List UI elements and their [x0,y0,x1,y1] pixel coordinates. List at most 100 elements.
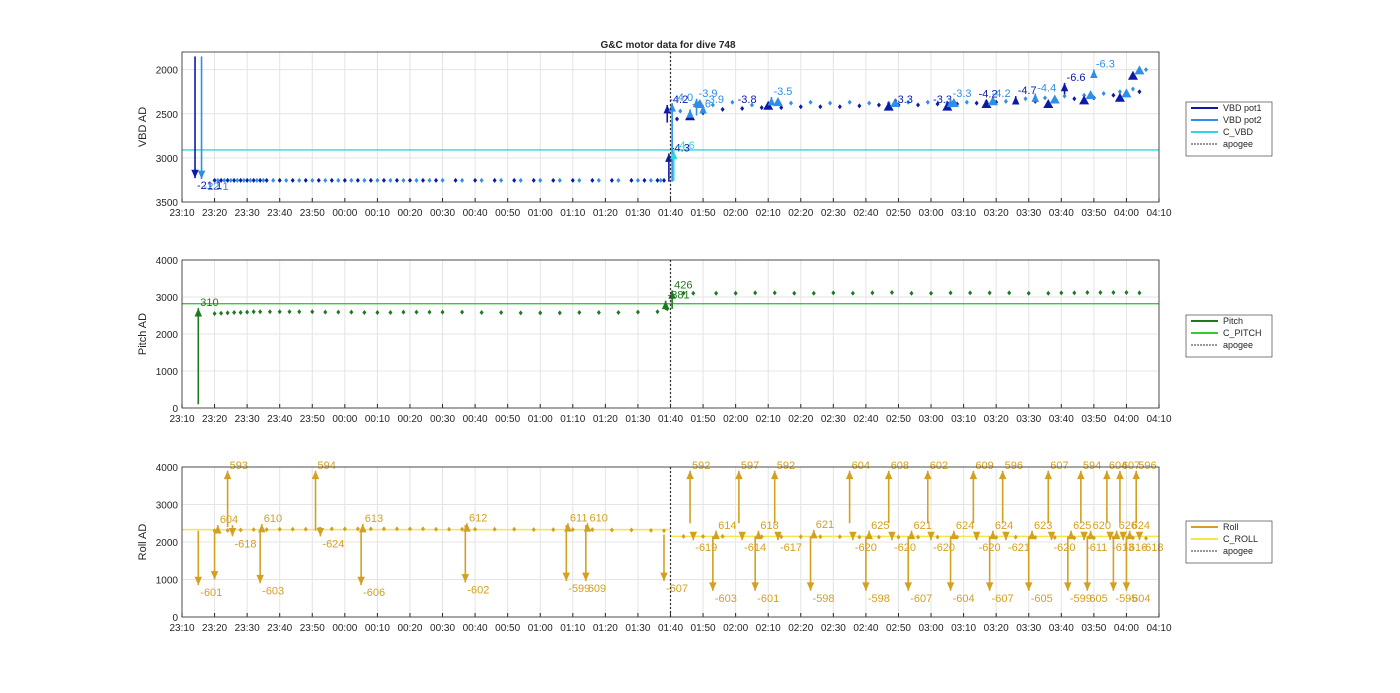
x-tick-label: 02:40 [853,623,878,634]
move-arrow: -607 [985,536,1014,605]
data-point [492,526,497,532]
move-arrow-label: 625 [871,520,889,532]
data-point [570,527,575,533]
move-arrow-head [888,531,896,541]
x-tick-label: 03:00 [919,208,944,219]
move-arrow: 624 [950,520,974,540]
move-arrow-head [463,523,471,532]
data-point [1046,290,1051,296]
x-tick-label: 00:50 [495,623,520,634]
y-tick-label: 3000 [156,293,179,304]
move-arrow-label: 613 [365,513,383,525]
move-arrow-label: 610 [589,512,607,524]
data-point [772,290,777,296]
move-arrow: -4.7 [1011,85,1037,105]
move-arrow-label: -599 [1070,593,1092,605]
move-arrow-label: -598 [868,593,890,605]
move-arrow: 310 [194,297,219,405]
move-arrow-head [754,530,763,540]
move-arrow-label: -3.3 [894,94,913,106]
legend-box [1185,101,1273,157]
data-point [710,102,715,108]
move-arrow-label: -607 [910,593,932,605]
move-arrow-label: 609 [588,583,606,595]
data-point [460,309,465,315]
data-point [271,177,276,183]
move-arrow: 605 [1083,536,1108,605]
data-point [1003,98,1008,104]
x-tick-label: 02:40 [853,208,878,219]
data-point [1124,290,1129,296]
move-arrow: -4.0 [668,92,693,182]
move-arrow-head [1132,470,1140,480]
x-tick-label: 02:10 [756,208,781,219]
move-arrow-label: 609 [975,460,993,472]
data-point [261,177,266,183]
move-arrow-head [582,572,590,581]
move-arrow-label: -3.9 [705,94,724,106]
move-arrow-label: -6.3 [1096,59,1115,71]
move-arrow-label: -601 [757,593,779,605]
x-tick-label: 01:10 [560,414,585,425]
x-tick-label: 04:10 [1146,623,1171,634]
data-point [414,309,419,315]
move-arrow-label: -601 [200,587,222,599]
move-arrow-head [1135,531,1144,541]
x-tick-label: 02:20 [788,414,813,425]
data-point [342,526,347,532]
x-tick-label: 00:40 [463,208,488,219]
move-arrow-label: 607 [1122,460,1140,472]
move-arrow-label: 621 [816,519,834,531]
data-point [303,177,308,183]
move-arrow: -624 [316,527,344,550]
data-point [245,177,250,183]
move-arrow: -603 [256,530,284,597]
data-point [251,309,256,315]
move-arrow: 609 [969,460,994,524]
move-arrow-head [316,527,325,537]
move-marker [987,96,998,106]
data-point [316,177,321,183]
move-arrow-head [1090,69,1098,79]
move-arrow-head [884,470,893,480]
move-arrow-head [562,572,571,581]
data-point [792,290,797,296]
move-marker [1049,94,1060,104]
x-tick-label: 04:00 [1114,623,1139,634]
move-arrow-label: 604 [1109,460,1127,472]
data-point [401,309,406,315]
data-point [284,177,289,183]
data-point [1098,290,1103,296]
data-point [648,527,653,533]
y-axis-label: Pitch AD [137,313,149,355]
move-arrow-label: -621 [1008,542,1030,554]
move-arrow-head [950,530,958,540]
move-arrow: -598 [806,536,835,605]
data-point [290,526,295,532]
move-arrow-head [256,574,264,584]
x-tick-label: 00:30 [430,414,455,425]
move-arrow-label: -4.3 [671,142,690,154]
move-arrow: -4.2 [663,94,688,123]
data-point [355,177,360,183]
move-arrow-head [709,582,717,591]
data-point [336,177,341,183]
move-arrow-head [845,470,854,480]
move-arrow: 621 [810,519,834,539]
data-point [811,290,816,296]
move-arrow-label: 620 [1093,520,1111,532]
data-point [258,177,263,183]
x-tick-label: 03:20 [984,414,1009,425]
move-arrow-head [735,470,743,480]
move-arrow-head [989,530,997,540]
move-arrow-label: 612 [469,512,487,524]
x-tick-label: 23:10 [169,414,194,425]
move-arrow-label: 624 [1132,520,1150,532]
x-tick-label: 01:50 [691,208,716,219]
move-arrow-head [1086,530,1095,540]
data-point [225,527,230,533]
move-marker [890,98,901,108]
data-point [596,177,601,183]
x-tick-label: 23:20 [202,623,227,634]
y-tick-label: 3000 [156,501,179,512]
